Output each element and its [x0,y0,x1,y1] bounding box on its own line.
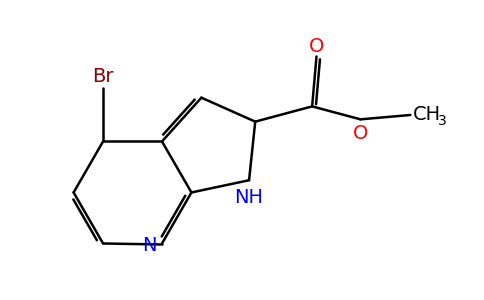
Text: NH: NH [235,188,264,207]
Text: O: O [353,124,368,143]
Text: 3: 3 [439,114,447,128]
Text: O: O [309,38,324,56]
Text: CH: CH [412,106,440,124]
Text: N: N [142,236,157,255]
Text: Br: Br [92,68,114,86]
